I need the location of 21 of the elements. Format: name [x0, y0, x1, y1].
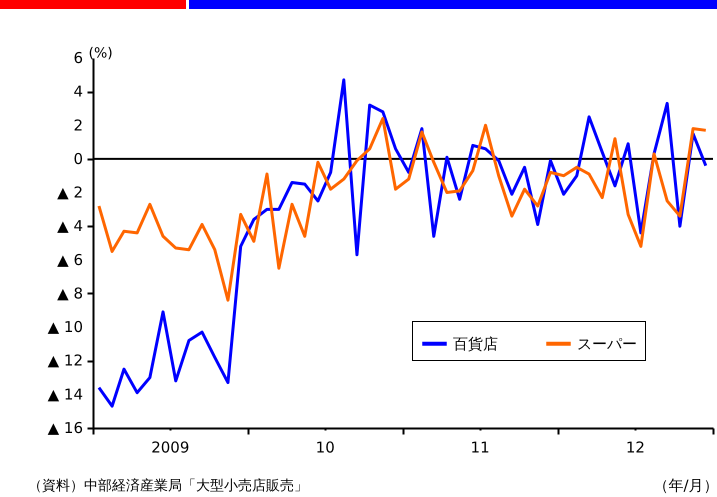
y-tick-label: ▲ 2	[57, 184, 83, 202]
y-tick-label: ▲ 12	[48, 352, 83, 370]
y-tick-label: 4	[73, 82, 83, 101]
x-tick-label: 10	[316, 438, 335, 456]
y-tick-label: ▲ 16	[48, 419, 83, 437]
legend-label: スーパー	[577, 334, 637, 353]
x-tick-label: 11	[470, 438, 490, 456]
y-tick-label: ▲ 8	[57, 284, 83, 302]
text: （資料）中部経済産業局「大型小売店販売」	[28, 477, 308, 495]
y-tick-label: 2	[73, 116, 83, 134]
y-tick-label: ▲ 10	[48, 318, 83, 336]
x-axis-title: （年/月）	[653, 476, 717, 494]
y-tick-label: ▲ 14	[48, 385, 83, 404]
y-tick-label: 6	[73, 49, 83, 67]
legend-label: 百貨店	[453, 334, 498, 353]
x-tick-label: 12	[626, 438, 645, 456]
x-tick-label: 2009	[151, 438, 190, 456]
y-tick-label: 0	[73, 150, 83, 168]
y-tick-label: ▲ 4	[57, 217, 83, 236]
y-tick-label: ▲ 6	[57, 250, 83, 269]
y-axis-title: (%)	[88, 46, 113, 62]
